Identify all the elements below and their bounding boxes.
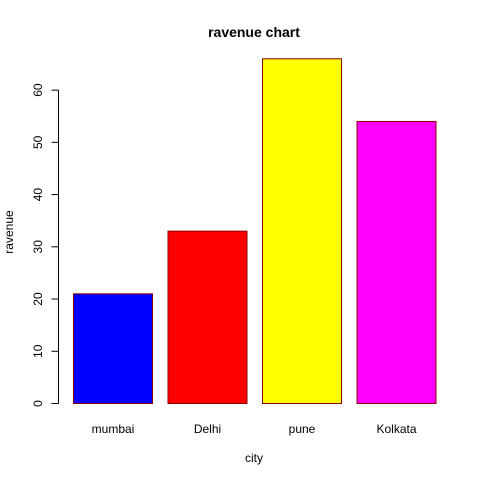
x-tick-label: pune [289, 422, 316, 436]
y-tick-label: 10 [31, 344, 45, 358]
y-tick-label: 20 [31, 292, 45, 306]
chart-title: ravenue chart [208, 24, 300, 40]
bar-mumbai [73, 293, 153, 404]
bar-delhi [167, 230, 248, 404]
y-axis-title: ravenue [2, 210, 16, 254]
y-axis: 0 10 20 30 40 50 60 [31, 83, 59, 407]
y-tick-label: 40 [31, 188, 45, 202]
x-axis-title: city [245, 451, 263, 465]
bars-group [73, 58, 437, 404]
x-axis-labels: mumbai Delhi pune Kolkata [92, 422, 417, 436]
y-tick-label: 30 [31, 240, 45, 254]
x-tick-label: Kolkata [376, 422, 416, 436]
x-tick-label: Delhi [194, 422, 221, 436]
bar-kolkata [356, 120, 437, 404]
x-tick-label: mumbai [92, 422, 135, 436]
y-tick-label: 60 [31, 83, 45, 97]
bar-pune [262, 58, 342, 404]
y-tick-label: 0 [31, 400, 45, 407]
y-tick-label: 50 [31, 135, 45, 149]
